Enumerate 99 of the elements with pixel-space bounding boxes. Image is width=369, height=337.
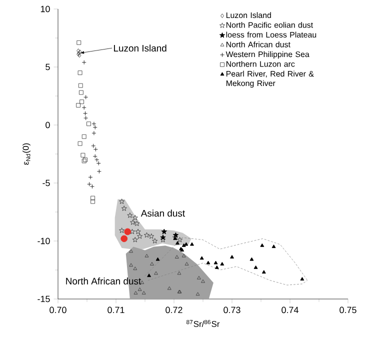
y-tick-label: 5 [46,64,50,70]
point [196,292,200,296]
point [144,232,150,238]
point [220,262,224,266]
point [80,100,84,104]
point [156,257,160,261]
point [127,212,133,218]
point [174,254,179,258]
point [184,262,189,266]
point [176,236,183,242]
point [84,94,88,100]
point [90,184,94,189]
point [78,70,82,76]
point [92,130,96,136]
point [172,232,179,238]
point [82,105,86,110]
y-axis-title: ε$_{Nd}$(0) [22,143,30,165]
point [135,228,141,234]
point [147,274,152,278]
y-tick-label: -15 [38,296,50,302]
point [136,233,143,239]
point [86,122,91,126]
point [121,206,127,211]
point [214,265,219,269]
point [148,233,154,239]
point [176,241,180,245]
annotation: Asian dust [140,210,185,217]
x-tick-label: 0.74 [282,306,298,314]
x-tick-label: 0.71 [108,306,124,314]
point [78,83,83,88]
y-tick-label: -10 [38,238,50,244]
point [272,244,276,248]
point [88,174,93,180]
point [133,266,138,270]
point [134,220,140,226]
point [90,196,96,200]
point [78,53,82,58]
point [94,158,100,162]
point [154,271,158,275]
point [78,90,84,95]
point [132,214,138,220]
point [83,111,88,116]
point [206,260,210,264]
annotation: Luzon Island [114,44,166,52]
point [160,234,166,240]
point [129,263,134,267]
point [76,103,81,108]
x-tick-label: 0.72 [166,306,182,314]
y-tick-label: 10 [40,6,50,12]
point [91,144,96,148]
point [90,199,96,204]
point [230,254,234,258]
point [260,243,264,247]
point [118,228,125,233]
point [84,116,88,120]
point [93,147,98,152]
point [167,286,172,290]
x-tick-label: 0.73 [224,306,240,314]
x-tick-label: 0.70 [50,306,66,314]
point [132,236,138,242]
point [124,228,132,236]
point [82,134,86,139]
point [134,290,138,294]
point [144,254,149,258]
point [184,242,188,246]
point [138,287,142,291]
point [78,141,82,146]
point [142,290,146,294]
point [201,279,205,283]
point [200,256,204,260]
point [118,198,125,204]
point [96,169,102,174]
point [250,257,254,261]
point [196,276,201,280]
point [92,122,96,126]
x-tick-label: 0.75 [340,306,356,314]
x-axis-title: $^{87}$Sr/$^{86}$Sr [186,320,220,327]
point [80,152,86,158]
point [76,40,82,45]
point [130,220,136,225]
point [87,182,92,186]
point [92,125,98,130]
point [92,154,98,159]
point [254,265,258,269]
point [177,271,182,275]
y-tick-label: -5 [42,180,50,186]
point [190,242,194,246]
point [214,260,218,264]
point [182,254,186,258]
point [96,161,101,166]
point [129,249,134,253]
point [150,262,154,266]
point [82,60,86,65]
y-tick-label: 0 [46,122,50,128]
point [152,238,158,244]
point [161,228,167,234]
point [120,235,128,242]
point [262,270,266,274]
point [300,277,304,281]
